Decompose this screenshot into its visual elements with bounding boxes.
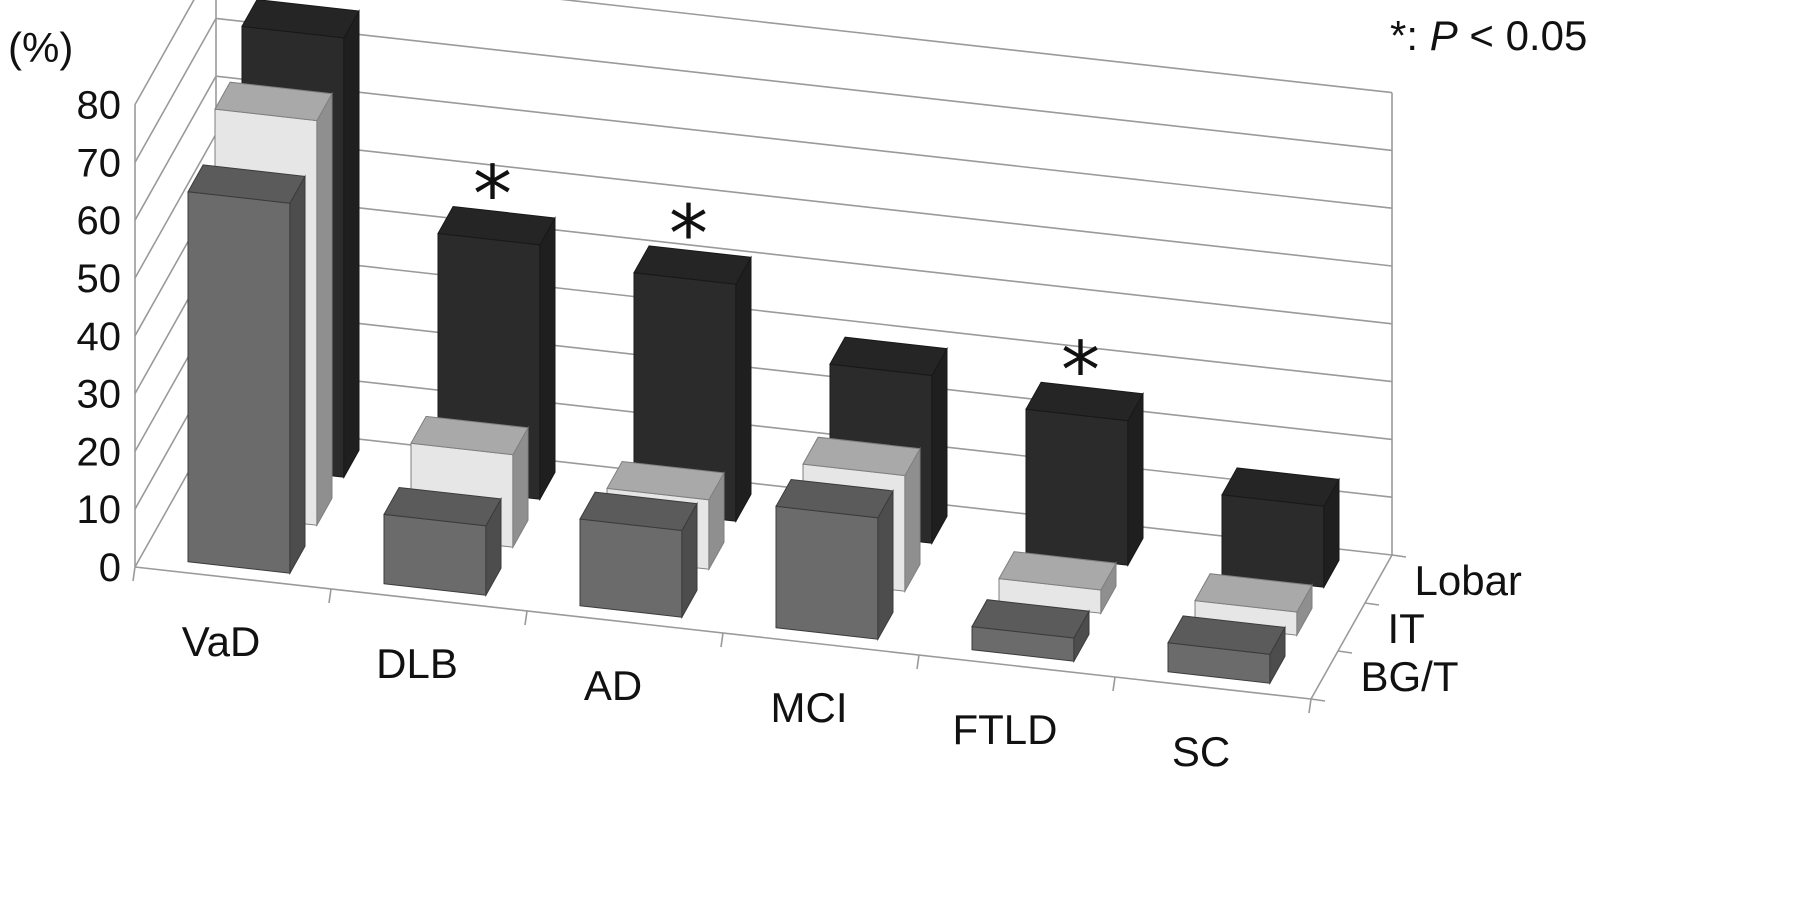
- category-label: MCI: [771, 684, 848, 731]
- bar: [971, 599, 1090, 664]
- bar-top-face: [802, 436, 921, 477]
- bar-front-face: [383, 513, 487, 596]
- gridline-side-5: [134, 133, 217, 279]
- depth-tick-0: [1310, 698, 1326, 702]
- y-tick-label: 70: [77, 141, 122, 185]
- y-axis-unit: (%): [8, 24, 73, 71]
- bar-front-face: [579, 518, 683, 618]
- bar-side-face: [316, 91, 333, 528]
- x-tick-4: [916, 654, 920, 670]
- bar-side-face: [343, 9, 360, 480]
- bar-side-face: [539, 216, 556, 502]
- y-tick-label: 50: [77, 257, 122, 301]
- gridline-side-7: [134, 18, 217, 163]
- x-tick-6: [1308, 698, 1312, 714]
- chart-walls: [132, 0, 1407, 714]
- x-tick-2: [524, 610, 528, 626]
- y-tick-label: 80: [77, 84, 122, 128]
- bar-top-face: [775, 478, 894, 519]
- gridline-back-7: [215, 17, 1393, 152]
- bar: [633, 245, 752, 524]
- bar-top-face: [579, 491, 698, 532]
- gridline-back-4: [215, 191, 1393, 325]
- series-label: IT: [1388, 605, 1425, 652]
- bar: [1221, 467, 1340, 590]
- bar-top-face: [1025, 381, 1144, 422]
- y-tick-label: 60: [77, 199, 122, 243]
- significance-star: *: [473, 151, 512, 241]
- bar: [579, 491, 698, 620]
- gridline-back-6: [215, 75, 1393, 209]
- category-label: DLB: [376, 640, 458, 687]
- series-label: BG/T: [1361, 653, 1459, 700]
- bar-top-face: [971, 599, 1090, 639]
- category-label: SC: [1172, 728, 1230, 775]
- x-tick-5: [1112, 676, 1116, 692]
- bar-top-face: [1194, 573, 1313, 613]
- x-tick-3: [720, 632, 724, 648]
- bar: [383, 486, 502, 598]
- bar: [1025, 381, 1144, 568]
- bar-side-face: [735, 255, 752, 524]
- bar-top-face: [187, 164, 306, 204]
- labels-layer: 0 10 20 30 40 50 60 70 80 VaD DLB AD MCI FTLD SC BG/TIT…: [77, 84, 1522, 775]
- bar: [187, 164, 306, 576]
- bar: [775, 478, 894, 642]
- x-tick-0: [132, 566, 136, 582]
- y-tick-label: 40: [77, 315, 122, 359]
- gridline-side-6: [134, 75, 217, 221]
- significance-note: *: P < 0.05: [1390, 12, 1587, 59]
- bar-front-face: [187, 191, 291, 574]
- depth-tick-3: [1391, 554, 1407, 558]
- bar-front-face: [1025, 408, 1129, 566]
- bar-front-face: [775, 505, 879, 640]
- y-tick-label: 20: [77, 430, 122, 474]
- gridline-back-1: [215, 364, 1393, 498]
- significance-star: *: [669, 190, 708, 280]
- depth-tick-2: [1364, 602, 1380, 606]
- bar-top-face: [998, 551, 1117, 591]
- bar-top-face: [214, 81, 333, 122]
- significance-star: *: [1061, 327, 1100, 417]
- bar: [1167, 615, 1286, 686]
- bar-side-face: [931, 346, 948, 546]
- category-label: VaD: [182, 618, 261, 665]
- gridline-back-5: [215, 133, 1393, 267]
- series-label: Lobar: [1415, 557, 1522, 604]
- gridline-back-3: [215, 248, 1393, 383]
- bar-top-face: [437, 205, 556, 246]
- bar-top-face: [383, 486, 502, 527]
- bar-top-face: [410, 415, 529, 456]
- gridline-back-8: [559, 0, 1393, 94]
- bar-top-face: [606, 460, 725, 501]
- y-tick-label: 0: [99, 546, 121, 590]
- bar-top-face: [829, 336, 948, 377]
- gridline-side-8: [134, 0, 195, 105]
- y-tick-label: 10: [77, 488, 122, 532]
- bar-side-face: [289, 174, 306, 576]
- gridline-back-2: [215, 306, 1393, 441]
- category-label: FTLD: [953, 706, 1058, 753]
- bar-front-face: [1221, 494, 1325, 588]
- x-tick-1: [328, 588, 332, 604]
- bar-top-face: [241, 0, 360, 39]
- bar-top-face: [1221, 467, 1340, 507]
- y-tick-label: 30: [77, 373, 122, 417]
- bars-layer: [187, 0, 1340, 686]
- depth-axis-line: [1310, 554, 1393, 700]
- bar-top-face: [1167, 615, 1286, 655]
- bar-top-face: [633, 245, 752, 285]
- depth-tick-1: [1337, 650, 1353, 654]
- category-label: AD: [584, 662, 642, 709]
- bar-side-face: [1127, 391, 1144, 568]
